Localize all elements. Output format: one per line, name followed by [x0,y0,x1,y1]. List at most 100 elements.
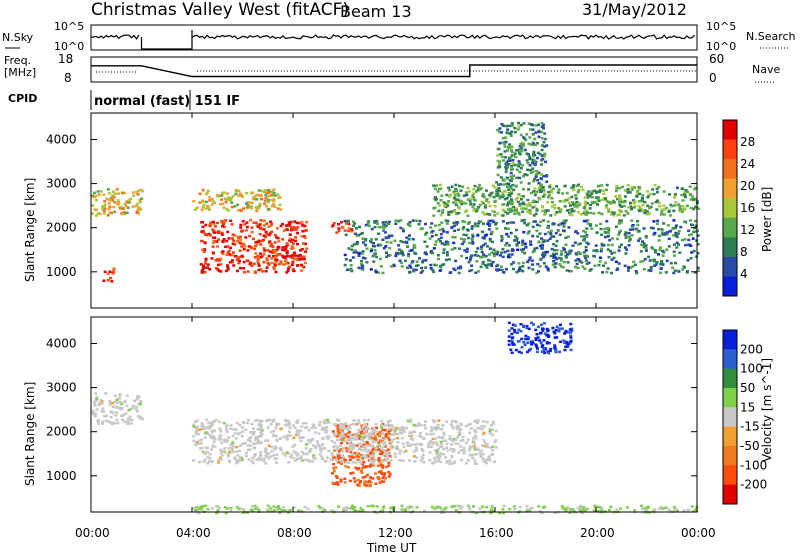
heatmap-cell [551,252,555,256]
heatmap-cell [358,459,361,463]
heatmap-cell [201,188,205,192]
heatmap-cell [306,507,310,510]
colorbar-swatch [723,198,737,219]
heatmap-cell [295,420,299,424]
heatmap-cell [138,198,142,201]
heatmap-cell [382,449,386,452]
heatmap-cell [491,209,495,213]
heatmap-cell [202,427,206,431]
heatmap-cell [241,229,245,232]
heatmap-cell [117,192,120,195]
heatmap-cell [536,325,540,329]
heatmap-cell [517,241,521,244]
heatmap-cell [255,506,259,509]
heatmap-cell [231,237,234,240]
heatmap-cell [574,197,578,200]
heatmap-cell [511,183,515,187]
heatmap-cell [230,253,234,257]
heatmap-cell [567,197,571,200]
heatmap-cell [511,341,515,345]
heatmap-cell [483,441,487,445]
heatmap-cell [206,189,210,193]
heatmap-cell [108,403,112,406]
heatmap-cell [342,423,346,426]
heatmap-cell [490,230,494,234]
heatmap-cell [584,208,588,212]
heatmap-cell [265,418,269,422]
heatmap-cell [125,211,129,215]
heatmap-cell [259,189,263,193]
heatmap-cell [550,197,554,200]
heatmap-cell [386,420,390,423]
heatmap-cell [349,433,353,436]
heatmap-cell [309,438,313,442]
heatmap-cell [509,192,513,195]
heatmap-cell [123,202,127,206]
heatmap-cell [481,453,485,456]
heatmap-cell [533,193,537,197]
heatmap-cell [630,185,634,189]
heatmap-cell [339,431,342,435]
heatmap-cell [402,450,406,454]
heatmap-cell [450,185,454,188]
heatmap-cell [375,505,379,508]
heatmap-cell [471,205,475,209]
heatmap-cell [219,270,223,273]
heatmap-cell [642,227,646,230]
heatmap-cell [535,156,539,160]
heatmap-cell [532,152,536,156]
heatmap-cell [387,254,391,257]
heatmap-cell [563,205,567,208]
heatmap-cell [103,203,107,206]
heatmap-cell [500,268,504,272]
heatmap-cell [267,452,271,455]
heatmap-cell [279,262,283,265]
heatmap-cell [353,222,357,225]
heatmap-cell [249,440,252,443]
heatmap-cell [465,256,469,260]
heatmap-cell [506,208,510,211]
heatmap-cell [356,468,360,471]
heatmap-cell [534,338,538,341]
heatmap-cell [253,453,257,456]
heatmap-cell [350,228,354,231]
heatmap-cell [445,251,449,254]
heatmap-cell [407,237,411,241]
heatmap-cell [646,196,650,199]
heatmap-cell [533,137,537,141]
heatmap-cell [439,440,443,444]
heatmap-cell [292,253,296,256]
heatmap-cell [424,251,427,254]
heatmap-cell [265,232,269,236]
colorbar-swatch [723,120,737,140]
heatmap-cell [101,407,105,410]
heatmap-cell [506,128,510,131]
heatmap-cell [355,234,359,237]
heatmap-cell [542,219,546,222]
heatmap-cell [637,230,641,233]
heatmap-cell [487,201,490,204]
heatmap-cell [324,459,328,463]
heatmap-cell [490,251,494,254]
heatmap-cell [639,200,643,203]
heatmap-cell [491,509,495,513]
heatmap-cell [470,227,474,231]
heatmap-cell [481,444,485,447]
heatmap-cell [549,347,553,351]
heatmap-cell [232,428,236,431]
heatmap-cell [234,192,238,196]
heatmap-cell [470,268,474,272]
heatmap-cell [521,265,525,268]
heatmap-cell [101,205,105,208]
heatmap-cell [473,429,477,432]
heatmap-cell [302,458,306,461]
heatmap-cell [454,183,458,187]
heatmap-cell [485,264,489,267]
heatmap-cell [280,509,284,513]
heatmap-cell [430,428,434,431]
heatmap-cell [442,508,446,511]
heatmap-cell [94,208,98,211]
heatmap-cell [468,200,472,203]
heatmap-cell [426,445,430,449]
